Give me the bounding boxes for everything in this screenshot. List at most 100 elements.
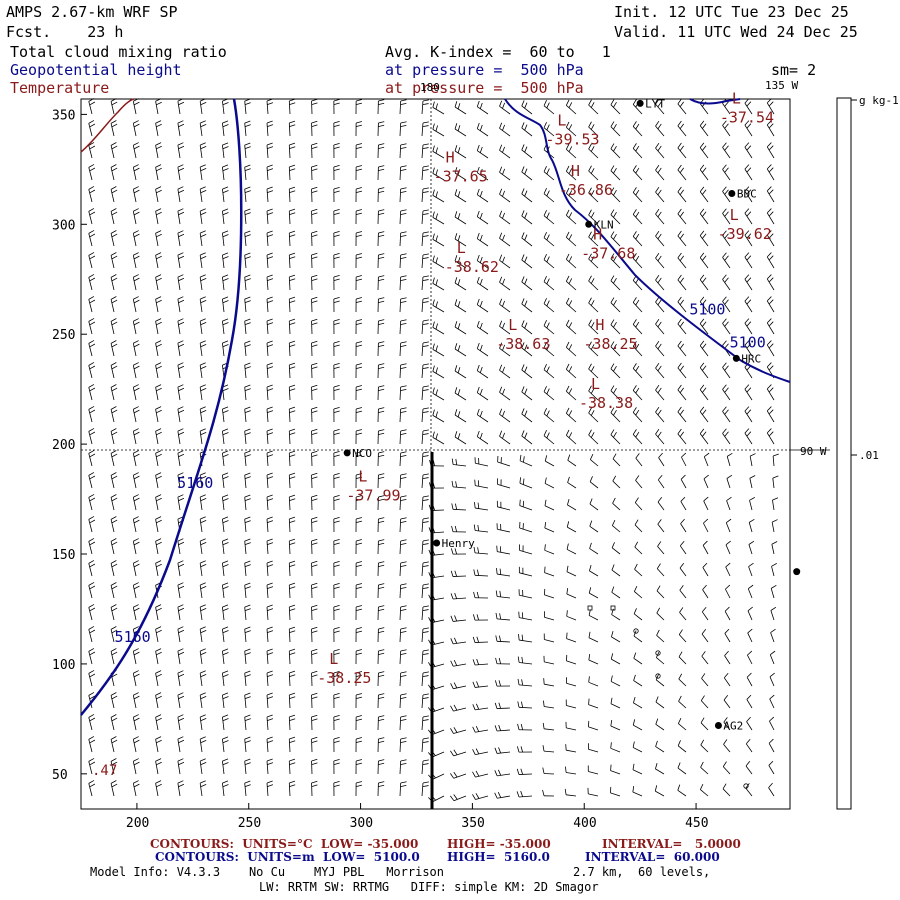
wind-barb [199,296,207,313]
wind-barb [543,188,555,203]
wind-barb [199,142,207,159]
wind-barb [377,539,385,555]
wind-barb [565,165,577,181]
center-letter: L [591,375,600,393]
wind-barb [399,275,407,291]
wind-barb [311,208,318,225]
wind-barb [311,362,318,379]
wind-barb [88,758,96,775]
wind-barb [635,453,643,467]
wind-barb [132,120,140,137]
wind-barb [355,605,363,621]
wind-barb [450,682,467,690]
wind-barb [634,585,643,599]
wind-barb [333,362,340,379]
footer-height-contours: CONTOURS: UNITS=m LOW= 5100.0 [155,850,420,864]
wind-barb [155,98,162,115]
wind-barb [132,494,140,511]
center-value: -39.53 [545,130,599,148]
wind-barb [633,674,643,687]
wind-barb [722,274,731,291]
wind-barb [199,560,207,577]
wind-barb [772,497,779,511]
wind-barb [476,276,489,291]
wind-barb [518,589,533,599]
wind-barb [499,408,511,423]
wind-barb [88,560,96,577]
wind-barb [355,407,363,423]
wind-barb [565,407,577,423]
center-letter: L [358,467,367,485]
wind-barb [703,474,709,489]
cloud-marker [587,605,593,611]
wind-barb [177,164,185,181]
height-contour-label: 5160 [115,628,151,646]
wind-barb [311,538,318,555]
center-value: -37.65 [434,168,488,186]
wind-barb [177,450,185,467]
wind-barb [421,583,429,599]
wind-barb [399,231,407,247]
wind-barb [428,616,445,624]
wind-barb [588,209,599,225]
wind-barb [288,582,296,599]
wind-barb [355,209,363,225]
wind-barb [355,165,363,181]
wind-barb [266,252,274,269]
wind-barb [766,252,775,269]
wind-barb [494,724,511,732]
wind-barb [199,516,207,533]
cloud-marker [655,650,661,656]
wind-barb [587,765,599,775]
high-center: H-37.65 [434,149,488,186]
wind-barb [155,428,162,445]
wind-barb [155,384,162,401]
wind-barb [88,516,96,533]
wind-barb [155,626,162,643]
wind-barb [288,516,296,533]
wind-barb [311,494,318,511]
wind-barb [421,781,429,797]
wind-barb [222,186,229,203]
wind-barb [542,722,555,731]
wind-barb [744,120,753,137]
wind-barb [610,720,621,731]
wind-barb [723,672,731,687]
wind-barb [744,340,753,357]
wind-barb [244,164,251,181]
wind-barb [632,165,643,181]
wind-barb [725,540,731,555]
wind-barb [726,474,733,489]
wind-barb [244,670,251,687]
station-label: NCO [352,447,372,460]
wind-barb [199,648,207,665]
wind-barb [610,165,621,181]
wind-barb [155,736,162,753]
wind-barb [771,519,778,533]
wind-barb [566,521,577,533]
wind-barb [177,340,185,357]
footer-temp-interval: INTERVAL= 5.0000 [602,837,741,851]
wind-barb [454,145,467,159]
wind-barb [680,496,687,511]
wind-barb [678,717,687,731]
wind-barb [497,455,511,467]
wind-barb [155,164,162,181]
wind-barb [543,700,555,709]
center-letter: H [595,316,604,334]
wind-barb [494,747,511,754]
wind-barb [770,628,776,643]
wind-barb [399,297,407,313]
wind-barb [677,340,687,357]
wind-barb [521,254,533,269]
wind-barb [377,671,385,687]
wind-barb [428,504,445,511]
wind-barb [88,736,96,753]
wind-barb [495,657,511,665]
wind-barb [244,274,251,291]
wind-barb [517,678,533,687]
wind-barb [333,296,340,313]
wind-barb [543,364,555,379]
wind-barb [421,319,429,335]
wind-barb [177,406,185,423]
